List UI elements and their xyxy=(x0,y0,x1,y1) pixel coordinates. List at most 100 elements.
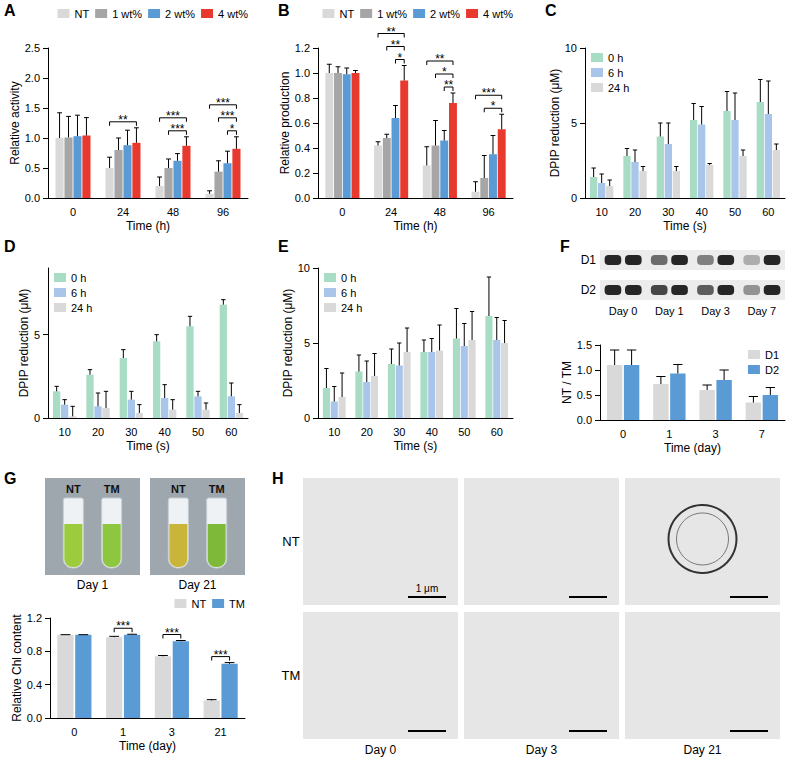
svg-text:Time (day): Time (day) xyxy=(119,739,176,753)
svg-text:Time (day): Time (day) xyxy=(664,441,721,455)
svg-text:96: 96 xyxy=(483,206,495,218)
svg-text:H: H xyxy=(272,470,284,487)
svg-text:2.5: 2.5 xyxy=(25,42,40,54)
svg-text:7: 7 xyxy=(759,428,765,440)
svg-text:C: C xyxy=(545,2,557,19)
svg-text:D1: D1 xyxy=(765,349,779,361)
svg-text:Time (h): Time (h) xyxy=(393,219,437,233)
svg-text:5: 5 xyxy=(571,117,577,129)
svg-text:5: 5 xyxy=(304,337,310,349)
svg-text:***: *** xyxy=(170,122,184,136)
svg-text:0: 0 xyxy=(71,726,77,738)
svg-text:6 h: 6 h xyxy=(608,67,623,79)
svg-text:6 h: 6 h xyxy=(341,287,356,299)
svg-text:Day 3: Day 3 xyxy=(701,305,730,317)
svg-text:Time (s): Time (s) xyxy=(394,439,438,453)
svg-text:30: 30 xyxy=(125,426,137,438)
svg-text:**: ** xyxy=(391,38,401,52)
svg-text:NT: NT xyxy=(171,483,186,495)
svg-text:2 wt%: 2 wt% xyxy=(165,8,195,20)
svg-text:0: 0 xyxy=(620,428,626,440)
svg-text:0 h: 0 h xyxy=(71,272,86,284)
svg-text:Day 1: Day 1 xyxy=(77,578,109,592)
svg-text:D1: D1 xyxy=(581,253,597,267)
svg-text:D2: D2 xyxy=(581,283,597,297)
svg-text:1: 1 xyxy=(120,726,126,738)
svg-text:TM: TM xyxy=(104,483,120,495)
svg-text:Time (s): Time (s) xyxy=(663,219,707,233)
svg-text:60: 60 xyxy=(762,206,774,218)
svg-text:0: 0 xyxy=(34,412,40,424)
svg-text:40: 40 xyxy=(159,426,171,438)
svg-text:0.2: 0.2 xyxy=(295,167,310,179)
svg-text:0 h: 0 h xyxy=(608,52,623,64)
svg-text:**: ** xyxy=(118,113,128,127)
svg-text:2 wt%: 2 wt% xyxy=(430,8,460,20)
svg-text:E: E xyxy=(278,238,289,255)
svg-text:NT: NT xyxy=(74,8,89,20)
svg-text:24 h: 24 h xyxy=(341,302,362,314)
svg-text:D2: D2 xyxy=(765,364,779,376)
svg-text:5: 5 xyxy=(34,329,40,341)
svg-text:*: * xyxy=(491,99,496,113)
svg-text:30: 30 xyxy=(662,206,674,218)
svg-text:DPIP reduction (μM): DPIP reduction (μM) xyxy=(548,69,562,178)
svg-text:10: 10 xyxy=(298,262,310,274)
svg-text:24: 24 xyxy=(385,206,397,218)
svg-text:20: 20 xyxy=(629,206,641,218)
svg-text:Relative Chl content: Relative Chl content xyxy=(10,614,24,722)
svg-text:50: 50 xyxy=(729,206,741,218)
svg-text:0: 0 xyxy=(304,412,310,424)
svg-text:0.4: 0.4 xyxy=(295,142,310,154)
svg-text:***: *** xyxy=(482,86,496,100)
svg-text:1.2: 1.2 xyxy=(27,612,42,624)
svg-text:1 wt%: 1 wt% xyxy=(377,8,407,20)
svg-text:1 μm: 1 μm xyxy=(416,583,438,594)
svg-text:***: *** xyxy=(214,648,228,662)
svg-text:1.0: 1.0 xyxy=(577,364,592,376)
svg-text:A: A xyxy=(4,2,16,19)
svg-text:***: *** xyxy=(165,626,179,640)
svg-text:2.0: 2.0 xyxy=(25,72,40,84)
svg-text:1.2: 1.2 xyxy=(295,42,310,54)
svg-text:Day 7: Day 7 xyxy=(748,305,777,317)
svg-text:48: 48 xyxy=(434,206,446,218)
svg-text:B: B xyxy=(278,2,290,19)
svg-text:0.8: 0.8 xyxy=(27,645,42,657)
svg-text:60: 60 xyxy=(225,426,237,438)
svg-text:10: 10 xyxy=(328,426,340,438)
svg-text:TM: TM xyxy=(282,668,301,683)
svg-text:**: ** xyxy=(435,52,445,66)
svg-text:Day 0: Day 0 xyxy=(609,305,638,317)
svg-text:20: 20 xyxy=(92,426,104,438)
svg-text:Day 21: Day 21 xyxy=(683,743,721,757)
svg-text:4 wt%: 4 wt% xyxy=(218,8,248,20)
svg-text:TM: TM xyxy=(229,598,245,610)
svg-text:***: *** xyxy=(220,109,234,123)
svg-text:21: 21 xyxy=(215,726,227,738)
svg-text:1 wt%: 1 wt% xyxy=(112,8,142,20)
svg-text:NT: NT xyxy=(282,534,299,549)
svg-text:*: * xyxy=(442,65,447,79)
svg-text:Time (h): Time (h) xyxy=(126,219,170,233)
svg-text:10: 10 xyxy=(565,42,577,54)
svg-text:0.5: 0.5 xyxy=(577,389,592,401)
svg-text:0: 0 xyxy=(571,192,577,204)
svg-text:DPIP reduction (μM): DPIP reduction (μM) xyxy=(17,289,31,398)
svg-text:*: * xyxy=(230,122,235,136)
svg-text:1.0: 1.0 xyxy=(295,67,310,79)
svg-text:1.0: 1.0 xyxy=(25,132,40,144)
svg-text:Day 0: Day 0 xyxy=(365,743,397,757)
svg-text:*: * xyxy=(398,51,403,65)
svg-text:0.0: 0.0 xyxy=(295,192,310,204)
svg-text:1.5: 1.5 xyxy=(577,339,592,351)
svg-text:***: *** xyxy=(216,96,230,110)
svg-text:0.0: 0.0 xyxy=(577,414,592,426)
svg-text:0.8: 0.8 xyxy=(295,92,310,104)
svg-text:***: *** xyxy=(116,619,130,633)
svg-text:***: *** xyxy=(166,109,180,123)
svg-text:G: G xyxy=(4,470,16,487)
svg-text:DPIP reduction (μM): DPIP reduction (μM) xyxy=(281,289,295,398)
svg-text:0.0: 0.0 xyxy=(27,712,42,724)
svg-text:3: 3 xyxy=(169,726,175,738)
